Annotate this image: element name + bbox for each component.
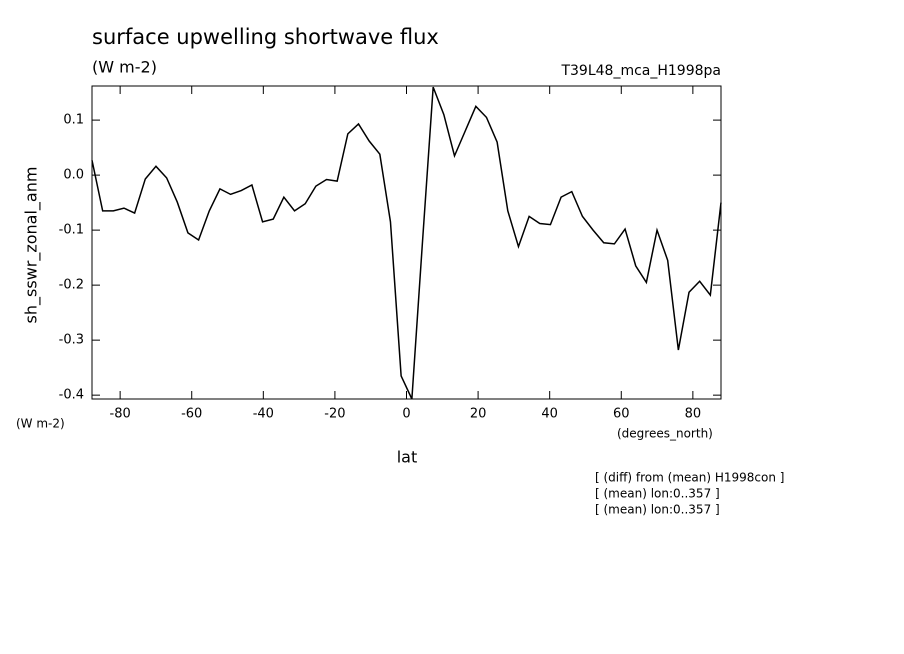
y-tick-label: -0.2	[59, 278, 84, 293]
run-label: T39L48_mca_H1998pa	[560, 63, 721, 79]
plot-frame	[91, 85, 722, 400]
x-tick-label: -60	[181, 407, 202, 422]
x-tick-label: 20	[470, 407, 487, 422]
annotation: [ (mean) lon:0..357 ]	[595, 487, 720, 501]
x-tick-label: -80	[110, 407, 131, 422]
y-axis-label: sh_sswr_zonal_anm	[22, 167, 42, 324]
chart-subtitle: (W m-2)	[92, 58, 157, 77]
x-tick-label: 80	[685, 407, 702, 422]
x-units: (degrees_north)	[617, 427, 713, 441]
chart-title: surface upwelling shortwave flux	[92, 25, 439, 49]
x-axis-label: lat	[397, 448, 418, 467]
y-tick-label: 0.1	[63, 113, 84, 128]
annotation: [ (mean) lon:0..357 ]	[595, 503, 720, 517]
annotation: [ (diff) from (mean) H1998con ]	[595, 471, 784, 485]
y-tick-label: 0.0	[63, 168, 84, 183]
y-tick-label: -0.3	[59, 333, 84, 348]
x-tick-label: -40	[253, 407, 274, 422]
y-tick-label: -0.1	[59, 223, 84, 238]
data-line	[91, 86, 722, 400]
y-units: (W m-2)	[16, 417, 65, 431]
x-tick-label: 40	[541, 407, 558, 422]
x-tick-label: 60	[613, 407, 630, 422]
y-tick-label: -0.4	[59, 388, 84, 403]
x-tick-label: -20	[324, 407, 345, 422]
x-tick-label: 0	[402, 407, 410, 422]
